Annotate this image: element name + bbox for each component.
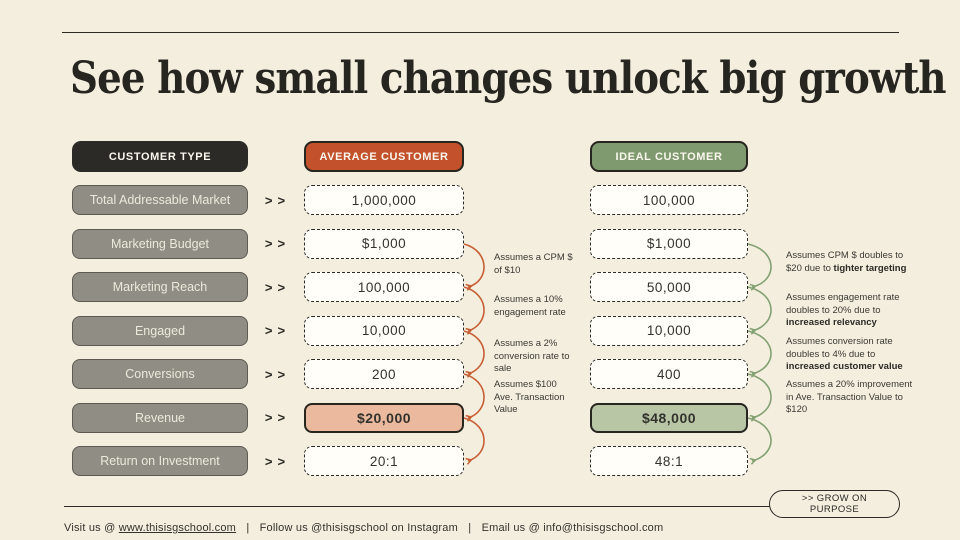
footer-contact-bar: Visit us @ www.thisisgschool.com | Follo… (64, 522, 663, 534)
arrow (463, 286, 485, 335)
row-label-total-addressable-market: Total Addressable Market (72, 185, 248, 215)
chevron-right-icon: >> (264, 410, 291, 425)
email-label: Email us @ info@thisisgschool.com (481, 522, 664, 534)
note-ideal-conversion: Assumes conversion rate doubles to 4% du… (786, 336, 914, 374)
row-label-conversions: Conversions (72, 359, 248, 389)
column-header-ideal-customer: IDEAL CUSTOMER (590, 141, 748, 172)
note-ideal-engagement: Assumes engagement rate doubles to 20% d… (786, 292, 914, 330)
row-label-marketing-reach: Marketing Reach (72, 272, 248, 302)
chevron-right-icon: >> (264, 453, 291, 469)
note-bold-text: increased customer value (786, 361, 903, 373)
value-ideal-total-addressable-market: 100,000 (590, 185, 748, 215)
chevron-right-icon: >> (264, 279, 291, 295)
row-label-marketing-budget: Marketing Budget (72, 228, 248, 259)
chevron-right-icon: >> (264, 192, 291, 208)
note-ideal-cpm: Assumes CPM $ doubles to $20 due to tigh… (786, 250, 914, 275)
note-average-cpm: Assumes a CPM $ of $10 (494, 252, 573, 276)
note-text: Assumes engagement rate doubles to 20% d… (786, 292, 900, 316)
top-divider (62, 32, 899, 33)
footer-separator: | (468, 522, 472, 534)
arrow (747, 330, 772, 378)
arrow (747, 286, 772, 335)
arrow (747, 243, 772, 291)
note-text: Assumes CPM $ doubles to $20 due to (786, 250, 904, 274)
note-bold-text: tighter targeting (833, 262, 907, 274)
note-text: Assumes conversion rate doubles to 4% du… (786, 336, 893, 360)
note-text: Assumes a 20% improvement in Ave. Transa… (786, 379, 913, 416)
arrow (463, 330, 485, 378)
grow-on-purpose-button[interactable]: >> GROW ON PURPOSE (769, 490, 900, 518)
arrow (747, 373, 772, 422)
footer-divider (64, 506, 770, 507)
note-average-conversion: Assumes a 2% conversion rate to sale (494, 338, 570, 375)
row-label-return-on-investment: Return on Investment (72, 446, 248, 476)
arrow (463, 373, 485, 422)
value-average-return-on-investment: 20:1 (304, 446, 464, 476)
value-ideal-engaged: 10,000 (590, 315, 748, 346)
value-average-marketing-reach: 100,000 (304, 272, 464, 302)
note-average-transaction: Assumes $100 Ave. Transaction Value (494, 379, 565, 416)
value-average-revenue-highlight: $20,000 (304, 402, 464, 433)
value-ideal-marketing-budget: $1,000 (590, 228, 748, 259)
website-link[interactable]: www.thisisgschool.com (118, 522, 237, 534)
value-ideal-conversions: 400 (590, 359, 748, 389)
footer-separator: | (246, 522, 250, 534)
chevron-right-icon: >> (264, 366, 291, 382)
value-ideal-marketing-reach: 50,000 (590, 272, 748, 302)
visit-us-label: Visit us @ (64, 522, 119, 534)
note-bold-text: increased relevancy (786, 317, 877, 329)
column-header-customer-type: CUSTOMER TYPE (72, 141, 248, 172)
chevron-right-icon: >> (264, 323, 291, 338)
value-ideal-return-on-investment: 48:1 (590, 446, 748, 476)
arrows-average (463, 243, 485, 465)
value-average-total-addressable-market: 1,000,000 (304, 185, 464, 215)
instagram-label: Follow us @thisisgschool on Instagram (259, 522, 458, 534)
column-header-average-customer: AVERAGE CUSTOMER (304, 141, 464, 172)
value-average-conversions: 200 (304, 359, 464, 389)
value-ideal-revenue-highlight: $48,000 (590, 402, 748, 433)
row-label-engaged: Engaged (72, 315, 248, 346)
note-average-engagement: Assumes a 10% engagement rate (494, 294, 566, 318)
value-average-marketing-budget: $1,000 (304, 228, 464, 259)
arrow (463, 417, 485, 465)
arrows-ideal (747, 243, 772, 465)
page-title: See how small changes unlock big growth (70, 53, 947, 104)
arrow (747, 417, 772, 465)
row-label-revenue: Revenue (72, 402, 248, 433)
chevron-right-icon: >> (264, 236, 291, 251)
value-average-engaged: 10,000 (304, 315, 464, 346)
note-ideal-transaction: Assumes a 20% improvement in Ave. Transa… (786, 379, 914, 417)
arrow (463, 243, 485, 291)
